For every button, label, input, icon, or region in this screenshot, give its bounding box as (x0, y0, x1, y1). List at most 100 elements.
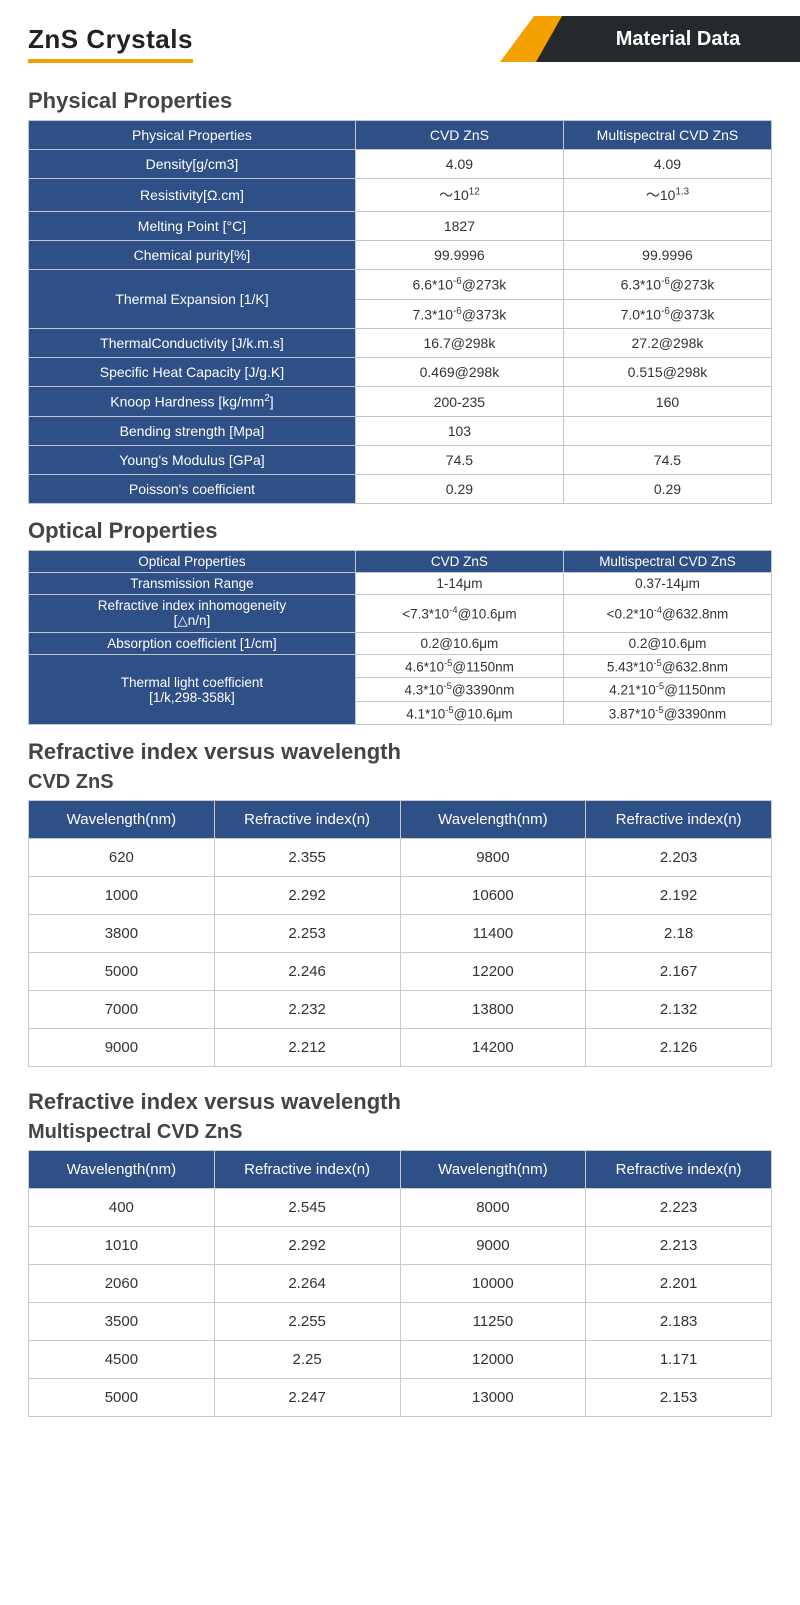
cell-value: 13000 (400, 1379, 586, 1417)
row-label: Thermal light coefficient[1/k,298-358k] (29, 654, 356, 725)
cell-value: 7000 (29, 991, 215, 1029)
cell-value: 8000 (400, 1189, 586, 1227)
row-label: Young's Modulus [GPa] (29, 445, 356, 474)
cell-value: 2.18 (586, 915, 772, 953)
cell-cvd: 0.469@298k (355, 358, 563, 387)
cell-multi: 7.0*10-6@373k (563, 299, 771, 329)
table-row: Poisson's coefficient0.290.29 (29, 474, 772, 503)
cell-value: 2.126 (586, 1029, 772, 1067)
cell-value: 9800 (400, 839, 586, 877)
row-label: Absorption coefficient [1/cm] (29, 632, 356, 654)
section-refindex-multi-subtitle: Multispectral CVD ZnS (28, 1121, 772, 1144)
cell-value: 2.545 (214, 1189, 400, 1227)
row-label: Knoop Hardness [kg/mm2] (29, 387, 356, 417)
table-row: Absorption coefficient [1/cm]0.2@10.6μm0… (29, 632, 772, 654)
cell-value: 1000 (29, 877, 215, 915)
optical-table-header: Optical PropertiesCVD ZnSMultispectral C… (29, 550, 772, 572)
table-row: 10102.29290002.213 (29, 1227, 772, 1265)
cell-value: 3800 (29, 915, 215, 953)
cell-multi: 5.43*10-5@632.8nm (563, 654, 771, 678)
table-col-header: Refractive index(n) (214, 801, 400, 839)
cell-cvd: 16.7@298k (355, 329, 563, 358)
cell-value: 2.132 (586, 991, 772, 1029)
cell-value: 14200 (400, 1029, 586, 1067)
cell-value: 2.223 (586, 1189, 772, 1227)
cell-value: 2.292 (214, 1227, 400, 1265)
row-label: Thermal Expansion [1/K] (29, 270, 356, 329)
cell-value: 2.213 (586, 1227, 772, 1265)
table-row: 35002.255112502.183 (29, 1303, 772, 1341)
table-row: Chemical purity[%]99.999699.9996 (29, 241, 772, 270)
cell-cvd: 4.3*10-5@3390nm (355, 678, 563, 702)
cell-value: 2.212 (214, 1029, 400, 1067)
cell-cvd: 0.2@10.6μm (355, 632, 563, 654)
cell-value: 2.203 (586, 839, 772, 877)
refindex-multi-table: Wavelength(nm)Refractive index(n)Wavelen… (28, 1150, 772, 1417)
cell-value: 10600 (400, 877, 586, 915)
cell-value: 1010 (29, 1227, 215, 1265)
section-physical-title: Physical Properties (28, 88, 772, 114)
cell-value: 2.201 (586, 1265, 772, 1303)
cell-value: 2060 (29, 1265, 215, 1303)
cell-value: 5000 (29, 1379, 215, 1417)
cell-cvd: 103 (355, 416, 563, 445)
row-label: Refractive index inhomogeneity[△n/n] (29, 594, 356, 632)
cell-multi: 160 (563, 387, 771, 417)
table-row: 45002.25120001.171 (29, 1341, 772, 1379)
cell-multi: 27.2@298k (563, 329, 771, 358)
table-col-header: Physical Properties (29, 121, 356, 150)
table-row: Knoop Hardness [kg/mm2]200-235160 (29, 387, 772, 417)
cell-multi (563, 212, 771, 241)
cell-multi: 0.2@10.6μm (563, 632, 771, 654)
row-label: Poisson's coefficient (29, 474, 356, 503)
cell-cvd: <7.3*10-4@10.6μm (355, 594, 563, 632)
section-refindex-cvd-title: Refractive index versus wavelength (28, 739, 772, 765)
table-row: 90002.212142002.126 (29, 1029, 772, 1067)
cell-multi: 74.5 (563, 445, 771, 474)
cell-value: 12000 (400, 1341, 586, 1379)
cell-multi: 3.87*10-5@3390nm (563, 701, 771, 725)
cell-value: 2.292 (214, 877, 400, 915)
table-col-header: Wavelength(nm) (400, 801, 586, 839)
page-header: ZnS Crystals Material Data (28, 20, 772, 74)
cell-value: 3500 (29, 1303, 215, 1341)
cell-cvd: 0.29 (355, 474, 563, 503)
page-title: ZnS Crystals (28, 20, 193, 63)
table-row: 38002.253114002.18 (29, 915, 772, 953)
material-data-tag-label: Material Data (536, 16, 800, 62)
cell-value: 4500 (29, 1341, 215, 1379)
table-col-header: Wavelength(nm) (29, 801, 215, 839)
table-row: 50002.246122002.167 (29, 953, 772, 991)
cell-cvd: 200-235 (355, 387, 563, 417)
table-row: Refractive index inhomogeneity[△n/n]<7.3… (29, 594, 772, 632)
cell-multi: 0.29 (563, 474, 771, 503)
table-row: 50002.247130002.153 (29, 1379, 772, 1417)
table-row: Transmission Range1-14μm0.37-14μm (29, 572, 772, 594)
cell-value: 2.232 (214, 991, 400, 1029)
cell-value: 13800 (400, 991, 586, 1029)
section-refindex-cvd-subtitle: CVD ZnS (28, 771, 772, 794)
cell-value: 9000 (29, 1029, 215, 1067)
cell-value: 2.183 (586, 1303, 772, 1341)
table-col-header: CVD ZnS (355, 550, 563, 572)
cell-value: 2.264 (214, 1265, 400, 1303)
cell-value: 2.153 (586, 1379, 772, 1417)
table-row: Melting Point [°C]1827 (29, 212, 772, 241)
cell-cvd: 99.9996 (355, 241, 563, 270)
cell-multi: 0.37-14μm (563, 572, 771, 594)
cell-cvd: 1827 (355, 212, 563, 241)
table-col-header: Multispectral CVD ZnS (563, 550, 771, 572)
optical-properties-table: Optical PropertiesCVD ZnSMultispectral C… (28, 550, 772, 726)
cell-value: 2.247 (214, 1379, 400, 1417)
table-row: Thermal Expansion [1/K]6.6*10-6@273k6.3*… (29, 270, 772, 300)
table-row: 4002.54580002.223 (29, 1189, 772, 1227)
cell-cvd: 7.3*10-6@373k (355, 299, 563, 329)
cell-value: 2.253 (214, 915, 400, 953)
table-col-header: Refractive index(n) (214, 1151, 400, 1189)
table-col-header: Refractive index(n) (586, 1151, 772, 1189)
table-col-header: Wavelength(nm) (400, 1151, 586, 1189)
table-col-header: Multispectral CVD ZnS (563, 121, 771, 150)
cell-value: 11250 (400, 1303, 586, 1341)
refindex-multi-header: Wavelength(nm)Refractive index(n)Wavelen… (29, 1151, 772, 1189)
table-col-header: Optical Properties (29, 550, 356, 572)
